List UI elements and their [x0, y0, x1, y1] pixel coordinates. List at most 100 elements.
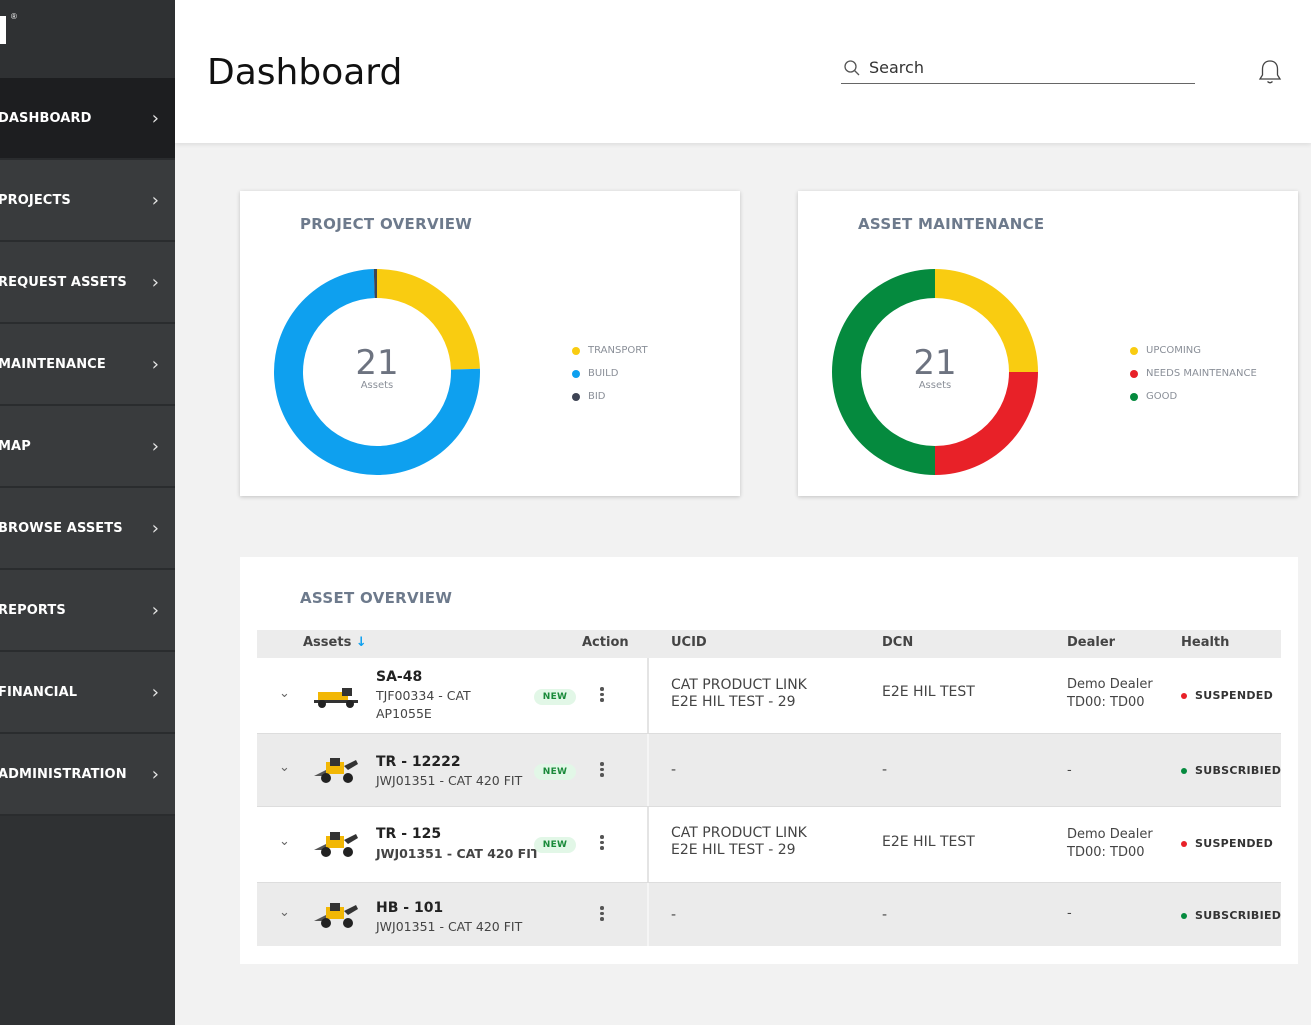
asset-model: AP1055E — [376, 706, 432, 721]
sidebar-item-label: MAINTENANCE — [0, 356, 106, 372]
cat-logo-icon — [0, 16, 6, 44]
table-row[interactable]: ⌄ TR - 125 JWJ01351 - CAT 420 FIT NEW CA… — [257, 807, 1281, 883]
health-label: SUBSCRIBIED — [1195, 909, 1282, 922]
sidebar-item-reports[interactable]: REPORTS › — [0, 570, 175, 652]
brand-logo[interactable]: ® — [0, 0, 175, 78]
chevron-right-icon: › — [151, 435, 159, 457]
legend-item-transport: TRANSPORT — [572, 339, 648, 362]
dealer-name: - — [1067, 906, 1072, 921]
sidebar-item-label: REPORTS — [0, 602, 66, 618]
asset-image — [314, 903, 358, 928]
donut-slice-good[interactable] — [832, 269, 935, 475]
chevron-down-icon[interactable]: ⌄ — [279, 760, 290, 775]
legend-item-bid: BID — [572, 385, 648, 408]
status-dot — [1181, 767, 1187, 774]
health-label: SUBSCRIBIED — [1195, 764, 1282, 777]
chevron-right-icon: › — [151, 681, 159, 703]
legend-label: BUILD — [588, 368, 619, 379]
card-title: ASSET MAINTENANCE — [858, 215, 1045, 233]
dcn-value: E2E HIL TEST — [882, 834, 975, 850]
legend-label: TRANSPORT — [588, 345, 648, 356]
column-divider — [647, 658, 649, 733]
legend-item-good: GOOD — [1130, 385, 1257, 408]
sidebar: ® DASHBOARD › PROJECTS › REQUEST ASSETS … — [0, 0, 175, 1025]
column-divider — [647, 734, 649, 806]
legend-item-needs-maintenance: NEEDS MAINTENANCE — [1130, 362, 1257, 385]
donut-unit: Assets — [360, 379, 394, 391]
table-row[interactable]: ⌄ SA-48 TJF00334 - CAT AP1055E NEW CAT P… — [257, 658, 1281, 734]
col-assets-header[interactable]: Assets ↓ — [303, 635, 367, 650]
sort-arrow-icon: ↓ — [355, 635, 367, 650]
legend-label: NEEDS MAINTENANCE — [1146, 368, 1257, 379]
chevron-down-icon[interactable]: ⌄ — [279, 686, 290, 701]
health-label: SUSPENDED — [1195, 689, 1274, 702]
table-row[interactable]: ⌄ TR - 12222 JWJ01351 - CAT 420 FIT NEW … — [257, 734, 1281, 807]
chart-legend: UPCOMING NEEDS MAINTENANCE GOOD — [1130, 339, 1257, 408]
search-box[interactable] — [841, 52, 1195, 84]
donut-total: 21 — [913, 342, 957, 383]
status-dot — [1181, 840, 1187, 847]
top-header: Dashboard — [175, 0, 1311, 143]
donut-slice-transport[interactable] — [377, 269, 480, 370]
donut-slice-needs-maintenance[interactable] — [935, 372, 1038, 475]
sidebar-item-maintenance[interactable]: MAINTENANCE › — [0, 324, 175, 406]
health-status: SUBSCRIBIED — [1181, 909, 1281, 922]
sidebar-item-request-assets[interactable]: REQUEST ASSETS › — [0, 242, 175, 324]
asset-name[interactable]: TR - 12222 — [376, 754, 461, 770]
legend-label: UPCOMING — [1146, 345, 1202, 356]
asset-serial: JWJ01351 - CAT 420 FIT — [376, 773, 523, 788]
more-actions-icon[interactable] — [596, 904, 608, 924]
asset-name[interactable]: TR - 125 — [376, 826, 442, 842]
legend-dot — [1130, 369, 1138, 378]
sidebar-item-financial[interactable]: FINANCIAL › — [0, 652, 175, 734]
chevron-down-icon[interactable]: ⌄ — [279, 905, 290, 920]
registered-mark: ® — [11, 12, 17, 21]
donut-slice-upcoming[interactable] — [935, 269, 1038, 372]
sidebar-item-browse-assets[interactable]: BROWSE ASSETS › — [0, 488, 175, 570]
table-row[interactable]: ⌄ HB - 101 JWJ01351 - CAT 420 FIT - - - … — [257, 883, 1281, 946]
ucid-line-2: E2E HIL TEST - 29 — [671, 842, 796, 858]
sidebar-item-label: BROWSE ASSETS — [0, 520, 123, 536]
asset-image — [314, 688, 358, 708]
col-health-header[interactable]: Health — [1181, 635, 1230, 650]
ucid-line-1: CAT PRODUCT LINK — [671, 677, 807, 693]
project-overview-donut — [274, 269, 480, 475]
health-status: SUSPENDED — [1181, 837, 1273, 850]
sidebar-item-dashboard[interactable]: DASHBOARD › — [0, 78, 175, 160]
more-actions-icon[interactable] — [596, 760, 608, 780]
sidebar-item-administration[interactable]: ADMINISTRATION › — [0, 734, 175, 816]
legend-item-upcoming: UPCOMING — [1130, 339, 1257, 362]
asset-name[interactable]: SA-48 — [376, 669, 423, 685]
asset-image — [314, 832, 358, 857]
health-status: SUSPENDED — [1181, 689, 1273, 702]
dealer-name: Demo Dealer — [1067, 827, 1153, 842]
sidebar-item-projects[interactable]: PROJECTS › — [0, 160, 175, 242]
more-actions-icon[interactable] — [596, 685, 608, 705]
dealer-name: Demo Dealer — [1067, 677, 1153, 692]
asset-name[interactable]: HB - 101 — [376, 900, 444, 916]
dcn-value: - — [882, 762, 888, 778]
sidebar-item-map[interactable]: MAP › — [0, 406, 175, 488]
chevron-down-icon[interactable]: ⌄ — [279, 834, 290, 849]
donut-unit: Assets — [918, 379, 952, 391]
status-dot — [1181, 912, 1187, 919]
col-ucid-header[interactable]: UCID — [671, 635, 707, 650]
dealer-code: TD00: TD00 — [1067, 695, 1145, 710]
more-actions-icon[interactable] — [596, 833, 608, 853]
col-assets-label: Assets — [303, 635, 352, 650]
donut-slice-bid[interactable] — [373, 269, 377, 299]
health-label: SUSPENDED — [1195, 837, 1274, 850]
legend-label: BID — [588, 391, 606, 402]
new-badge: NEW — [534, 689, 576, 705]
col-dcn-header[interactable]: DCN — [882, 635, 914, 650]
health-status: SUBSCRIBIED — [1181, 764, 1281, 777]
col-dealer-header[interactable]: Dealer — [1067, 635, 1116, 650]
dcn-value: - — [882, 907, 888, 923]
asset-image — [314, 758, 358, 783]
legend-dot — [1130, 392, 1138, 401]
search-input[interactable] — [869, 58, 1169, 77]
donut-center: 21 Assets — [274, 269, 480, 475]
chevron-right-icon: › — [151, 189, 159, 211]
bell-icon[interactable] — [1257, 58, 1283, 86]
sidebar-item-label: DASHBOARD — [0, 110, 92, 126]
